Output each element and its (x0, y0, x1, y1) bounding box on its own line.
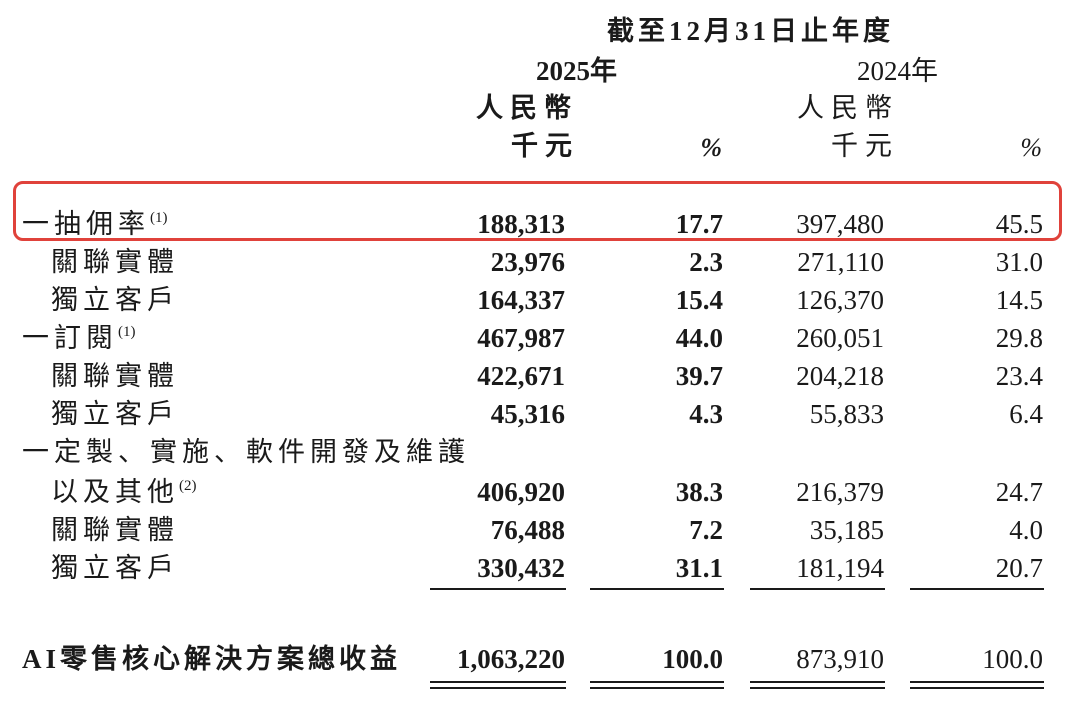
value-2025: 76,488 (490, 515, 565, 545)
value-2025: 406,920 (477, 477, 565, 507)
row-label: 以及其他(2) (51, 477, 197, 507)
total-label: AI零售核心解決方案總收益 (22, 644, 402, 674)
highlight-box-commission (13, 181, 1062, 241)
currency-2025-header: 人民幣 (476, 93, 578, 123)
total-double-rule-top-2025-pct (590, 681, 724, 683)
percent-2024: 20.7 (995, 553, 1043, 583)
unit-2024-header: 千元 (831, 131, 899, 161)
value-2025: 23,976 (490, 247, 565, 277)
value-2025: 467,987 (477, 323, 565, 353)
total-double-rule-top-2024-value (750, 681, 885, 683)
percent-2025: 15.4 (675, 285, 723, 315)
value-2024: 181,194 (796, 553, 884, 583)
value-2024: 216,379 (796, 477, 884, 507)
value-2025: 330,432 (477, 553, 565, 583)
total-double-rule-bottom-2025-value (430, 687, 566, 689)
percent-2025: 38.3 (675, 477, 723, 507)
pct-2025-header: % (700, 133, 722, 162)
row-label: 一訂閱(1) (22, 323, 136, 353)
value-2025: 164,337 (477, 285, 565, 315)
percent-2025: 44.0 (675, 323, 723, 353)
subtotal-rule-2024-value (750, 588, 885, 590)
value-2024: 204,218 (796, 361, 884, 391)
percent-2025: 7.2 (689, 515, 723, 545)
period-header: 截至12月31日止年度 (607, 16, 894, 46)
percent-2025: 17.7 (675, 209, 723, 239)
percent-2024: 29.8 (995, 323, 1043, 353)
percent-2024: 4.0 (1009, 515, 1043, 545)
value-2025: 422,671 (477, 361, 565, 391)
total-double-rule-bottom-2024-value (750, 687, 885, 689)
subtotal-rule-2025-pct (590, 588, 724, 590)
subtotal-rule-2025-value (430, 588, 566, 590)
percent-2024: 14.5 (995, 285, 1043, 315)
percent-2025: 2.3 (689, 247, 723, 277)
pct-2024-header: % (1020, 133, 1042, 162)
percent-2024: 6.4 (1009, 399, 1043, 429)
currency-2024-header: 人民幣 (797, 93, 899, 123)
value-2025: 188,313 (477, 209, 565, 239)
percent-2024: 45.5 (995, 209, 1043, 239)
row-label: 關聯實體 (51, 247, 179, 277)
percent-2024: 23.4 (995, 361, 1043, 391)
value-2024: 126,370 (796, 285, 884, 315)
total-value-2025: 1,063,220 (457, 644, 565, 674)
row-label: 關聯實體 (51, 515, 179, 545)
value-2024: 397,480 (796, 209, 884, 239)
total-double-rule-top-2024-pct (910, 681, 1044, 683)
subtotal-rule-2024-pct (910, 588, 1044, 590)
total-double-rule-top-2025-value (430, 681, 566, 683)
row-label: 一抽佣率(1) (22, 209, 168, 239)
percent-2025: 4.3 (689, 399, 723, 429)
year-2025-header: 2025年 (536, 56, 617, 86)
unit-2025-header: 千元 (511, 131, 579, 161)
percent-2024: 31.0 (995, 247, 1043, 277)
row-label: 獨立客戶 (51, 399, 179, 429)
total-double-rule-bottom-2024-pct (910, 687, 1044, 689)
year-2024-header: 2024年 (857, 56, 938, 86)
value-2024: 260,051 (796, 323, 884, 353)
row-label: 關聯實體 (51, 361, 179, 391)
row-label: 獨立客戶 (51, 285, 179, 315)
percent-2024: 24.7 (995, 477, 1043, 507)
total-percent-2024: 100.0 (982, 644, 1043, 674)
total-double-rule-bottom-2025-pct (590, 687, 724, 689)
row-label: 一定製、實施、軟件開發及維護 (22, 437, 470, 467)
value-2024: 271,110 (797, 247, 884, 277)
value-2025: 45,316 (490, 399, 565, 429)
total-value-2024: 873,910 (796, 644, 884, 674)
percent-2025: 31.1 (675, 553, 723, 583)
percent-2025: 39.7 (675, 361, 723, 391)
row-label: 獨立客戶 (51, 553, 179, 583)
value-2024: 35,185 (809, 515, 884, 545)
value-2024: 55,833 (809, 399, 884, 429)
total-percent-2025: 100.0 (662, 644, 723, 674)
